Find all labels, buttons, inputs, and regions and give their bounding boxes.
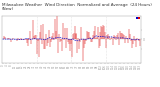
- Legend: , : ,: [135, 16, 141, 20]
- Text: Milwaukee Weather  Wind Direction  Normalized and Average  (24 Hours) (New): Milwaukee Weather Wind Direction Normali…: [2, 3, 152, 11]
